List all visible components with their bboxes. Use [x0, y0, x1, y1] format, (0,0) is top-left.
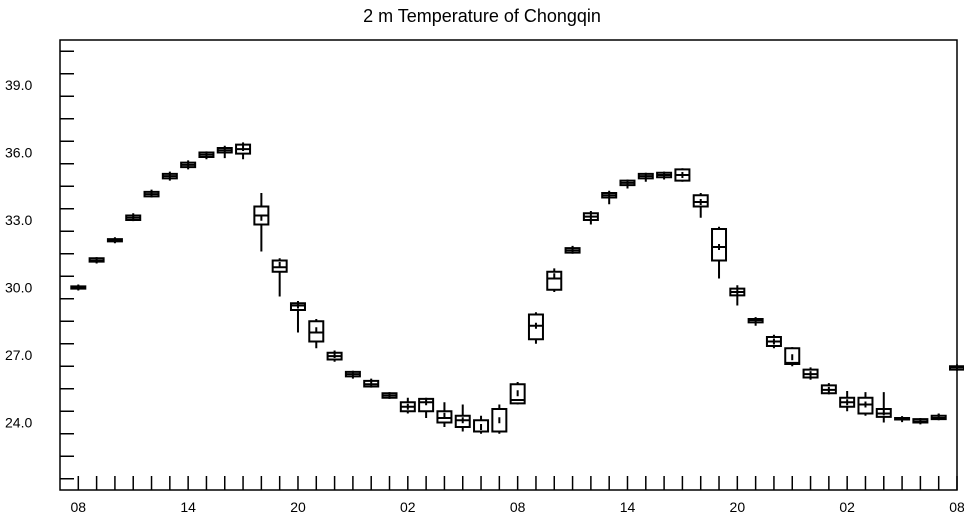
y-tick-label: 36.0 — [5, 145, 32, 161]
box-mark — [289, 301, 306, 333]
box-mark — [930, 413, 947, 421]
box-mark — [363, 378, 380, 388]
x-tick-label: 02 — [839, 499, 855, 515]
box-mark — [582, 211, 599, 225]
x-tick-label: 02 — [400, 499, 416, 515]
box-mark — [418, 397, 435, 418]
x-tick-label: 08 — [949, 499, 964, 515]
y-axis: 24.0 27.0 30.0 33.0 36.0 39.0 — [5, 50, 74, 480]
box-mark — [106, 237, 123, 244]
x-axis: 08 14 20 02 08 14 20 02 08 — [71, 476, 964, 515]
box-mark — [784, 347, 801, 367]
box-mark — [271, 258, 288, 297]
box-mark — [88, 257, 105, 264]
box-mark — [509, 382, 526, 405]
box-mark — [161, 171, 178, 181]
box-mark — [125, 213, 142, 222]
box-mark — [637, 172, 654, 182]
box-mark — [949, 364, 964, 371]
box-mark — [180, 160, 197, 170]
box-mark — [216, 145, 233, 159]
box-mark — [894, 416, 911, 423]
box-mark — [454, 404, 471, 432]
box-mark — [857, 392, 874, 416]
y-tick-label: 24.0 — [5, 415, 32, 431]
x-tick-label: 20 — [730, 499, 746, 515]
box-mark — [143, 189, 160, 198]
x-tick-label: 14 — [620, 499, 636, 515]
box-mark — [729, 285, 746, 306]
box-mark — [765, 334, 782, 349]
box-mark — [564, 245, 581, 254]
box-mark — [747, 317, 764, 326]
box-mark — [656, 171, 673, 180]
box-mark — [802, 367, 819, 380]
box-mark — [491, 404, 508, 434]
y-tick-label: 39.0 — [5, 77, 32, 93]
box-mark — [326, 350, 343, 362]
box-mark — [601, 190, 618, 205]
x-tick-label: 20 — [290, 499, 306, 515]
x-tick-label: 08 — [71, 499, 87, 515]
box-mark — [692, 193, 709, 218]
box-mark — [527, 312, 544, 344]
box-mark — [546, 268, 563, 292]
box-mark — [235, 142, 252, 160]
box-mark — [198, 151, 215, 160]
box-mark — [381, 392, 398, 399]
box-mark — [839, 391, 856, 412]
box-mark — [820, 383, 837, 395]
box-mark — [399, 397, 416, 414]
x-tick-label: 14 — [180, 499, 196, 515]
chart-title: 2 m Temperature of Chongqin — [363, 6, 601, 26]
y-tick-label: 30.0 — [5, 280, 32, 296]
box-mark — [253, 193, 270, 252]
box-mark — [674, 168, 691, 182]
boxes-group — [70, 142, 964, 434]
box-mark — [70, 284, 87, 291]
box-mark — [473, 415, 490, 434]
box-mark — [619, 179, 636, 189]
box-mark — [436, 402, 453, 427]
y-tick-label: 33.0 — [5, 212, 32, 228]
box-body — [546, 270, 563, 291]
box-mark — [875, 392, 892, 423]
box-mark — [344, 370, 361, 379]
x-tick-label: 08 — [510, 499, 526, 515]
y-tick-label: 27.0 — [5, 347, 32, 363]
box-mark — [912, 418, 929, 425]
plot-frame — [59, 39, 958, 491]
box-mark — [711, 226, 728, 279]
box-mark — [308, 319, 325, 349]
